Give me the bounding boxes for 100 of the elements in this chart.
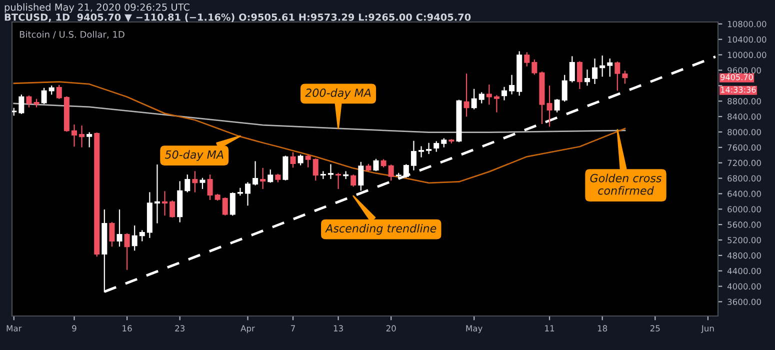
candlestick xyxy=(230,192,236,216)
candlestick xyxy=(373,158,379,172)
candlestick xyxy=(554,98,560,112)
candlestick xyxy=(478,92,484,104)
y-tick-label: 6000.00 xyxy=(728,206,761,212)
candlestick xyxy=(434,141,440,152)
candlestick xyxy=(192,171,198,192)
candlestick xyxy=(132,226,138,251)
annotation: 50-day MA xyxy=(164,150,224,161)
y-tick-label: 10800.00 xyxy=(728,20,766,28)
y-tick-label: 10000.00 xyxy=(728,52,766,58)
candlestick xyxy=(388,164,394,181)
candlestick xyxy=(336,172,342,189)
y-tick-label: 4400.00 xyxy=(727,268,761,274)
candlestick xyxy=(86,132,92,148)
x-tick-label: Jun xyxy=(701,325,714,334)
candlestick xyxy=(79,126,85,148)
y-tick-label: 9600.00 xyxy=(728,67,761,74)
candlestick xyxy=(207,174,213,200)
candlestick xyxy=(358,162,364,191)
y-tick-label: 8800.00 xyxy=(728,98,761,104)
candlestick xyxy=(509,74,515,94)
x-tick-label: 23 xyxy=(175,325,184,332)
y-tick-label: 7600.00 xyxy=(728,144,761,151)
candlestick xyxy=(56,84,62,99)
candlestick xyxy=(418,146,424,158)
candlestick xyxy=(124,233,130,270)
x-tick-label: Mar xyxy=(6,325,22,332)
x-tick-label: 16 xyxy=(122,325,132,332)
x-tick-label: Apr xyxy=(240,325,255,334)
candlestick xyxy=(576,61,582,89)
candlestick xyxy=(592,58,598,84)
candlestick xyxy=(426,142,432,154)
candlestick xyxy=(494,95,500,112)
candlestick xyxy=(162,191,168,216)
candlestick xyxy=(237,188,243,196)
candlestick xyxy=(282,156,288,180)
candlestick xyxy=(600,56,606,77)
candlestick xyxy=(312,158,318,181)
y-tick-label: 4000.00 xyxy=(727,283,761,290)
annotation: Bitcoin / U.S. Dollar, 1D xyxy=(20,30,124,39)
candlestick xyxy=(328,164,334,179)
text: 14:33:36 xyxy=(721,86,756,93)
candlestick xyxy=(268,170,274,183)
x-tick-label: 7 xyxy=(291,325,295,332)
candlestick xyxy=(607,58,613,77)
candlestick xyxy=(403,164,409,178)
y-tick-label: 6800.00 xyxy=(728,175,761,182)
chart-title: published May 21, 2020 09:26:25 UTC xyxy=(4,3,190,13)
candlestick xyxy=(614,62,620,91)
candlestick xyxy=(222,197,228,216)
text: 9405.70 xyxy=(720,74,753,80)
line-series xyxy=(13,102,626,134)
candlestick xyxy=(524,52,530,66)
y-tick-label: 10400.00 xyxy=(728,36,766,43)
y-tick-label: 4800.00 xyxy=(727,252,761,259)
annotation: Golden cross confirmed xyxy=(590,174,662,195)
candlestick xyxy=(471,88,477,110)
candlestick xyxy=(139,230,145,242)
x-tick-label: 9 xyxy=(72,325,76,332)
candlestick xyxy=(464,74,470,117)
candlestick xyxy=(562,74,568,102)
candlestick xyxy=(260,168,266,189)
candlestick xyxy=(546,86,552,127)
candlestick xyxy=(298,154,304,166)
x-tick-label: 25 xyxy=(650,325,660,332)
annotation: 200-day MA xyxy=(305,88,371,100)
candlestick xyxy=(569,56,575,82)
y-tick-label: 6400.00 xyxy=(728,190,761,197)
candlestick xyxy=(41,88,47,104)
y-tick-label: 3600.00 xyxy=(728,298,761,306)
y-tick-label: 8000.00 xyxy=(728,128,761,136)
candlestick xyxy=(486,84,492,105)
candlestick xyxy=(252,161,258,186)
candlestick xyxy=(532,60,538,75)
candlestick xyxy=(18,94,24,114)
candlestick xyxy=(71,124,77,147)
candlestick xyxy=(170,200,176,218)
x-tick-label: May xyxy=(466,325,482,334)
candlestick xyxy=(154,164,160,224)
candlestick xyxy=(290,152,296,168)
y-tick-label: 8400.00 xyxy=(728,114,761,120)
candlestick xyxy=(184,174,190,192)
y-tick-label: 7200.00 xyxy=(728,160,761,166)
candlestick xyxy=(622,70,628,84)
x-tick-label: 18 xyxy=(598,325,608,332)
candlestick xyxy=(305,154,311,168)
candlestick xyxy=(350,174,356,187)
x-tick-label: 20 xyxy=(386,325,396,332)
candlestick xyxy=(200,178,206,189)
x-tick-label: 11 xyxy=(545,325,554,332)
y-tick-label: 5200.00 xyxy=(728,236,761,244)
candlestick xyxy=(109,222,115,247)
candlestick xyxy=(26,96,32,108)
candlestick xyxy=(584,70,590,86)
y-tick-label: 5600.00 xyxy=(728,222,761,228)
candlestick xyxy=(501,86,508,100)
chart-subtitle: BTCUSD, 1D 9405.70 ▼ −110.81 (−1.16%) O:9505.61 H:9573.29 L:9265.00 C:9405.70 xyxy=(4,13,471,22)
candlestick xyxy=(244,182,251,206)
candlestick xyxy=(116,209,122,247)
